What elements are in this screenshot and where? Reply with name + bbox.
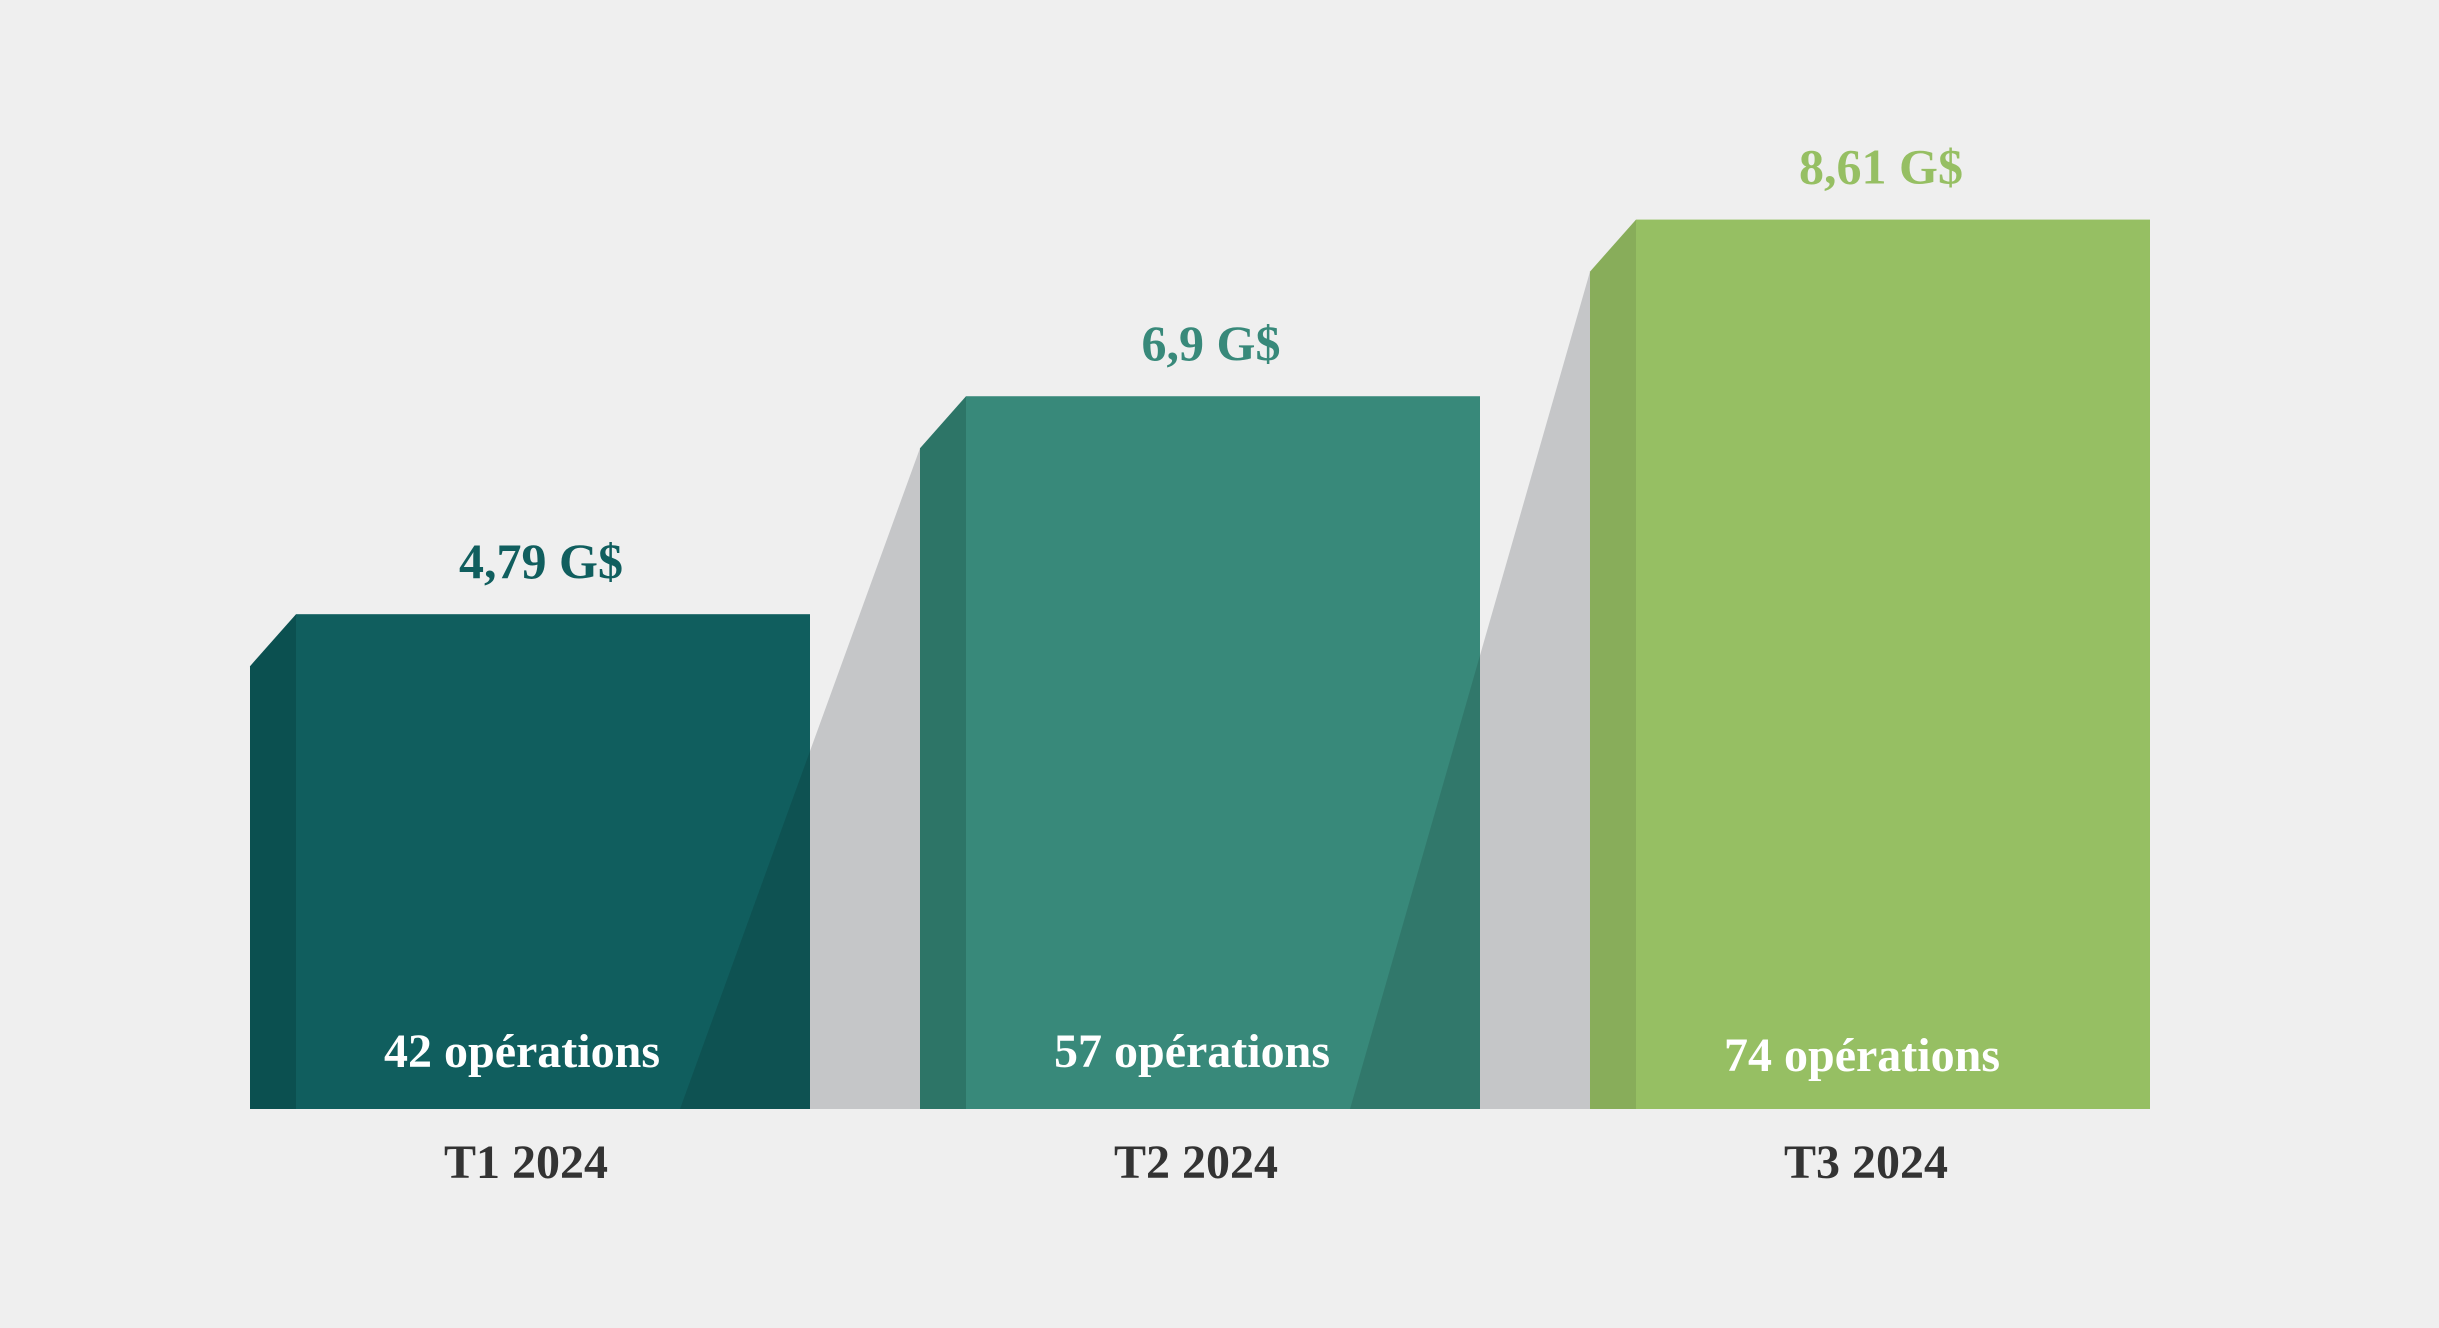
value-label: 4,79 G$ xyxy=(459,533,623,589)
bar-shadow-overlay xyxy=(1350,655,1480,1109)
shadow-overlays xyxy=(680,655,1480,1109)
bar-label: 42 opérations xyxy=(384,1025,660,1078)
category-label: T1 2024 xyxy=(444,1136,608,1189)
bar xyxy=(1636,219,2150,1109)
bar-label: 57 opérations xyxy=(1054,1025,1330,1078)
bar xyxy=(966,396,1480,1110)
bar-label: 74 opérations xyxy=(1724,1029,2000,1082)
category-label: T2 2024 xyxy=(1114,1136,1278,1189)
value-label: 8,61 G$ xyxy=(1799,139,1963,195)
bar xyxy=(296,614,810,1109)
label-group: 4,79 G$ 42 opérations T1 2024 6,9 G$ 57 opér… xyxy=(384,139,2000,1189)
value-label: 6,9 G$ xyxy=(1142,315,1281,371)
category-label: T3 2024 xyxy=(1784,1136,1948,1189)
bar-side xyxy=(920,396,966,1110)
bar-side xyxy=(1590,219,1636,1109)
bar-side xyxy=(250,614,296,1109)
bar-group xyxy=(250,219,2150,1110)
bar-shadow-overlay xyxy=(680,751,810,1109)
bar-shadow xyxy=(1350,271,1590,1109)
